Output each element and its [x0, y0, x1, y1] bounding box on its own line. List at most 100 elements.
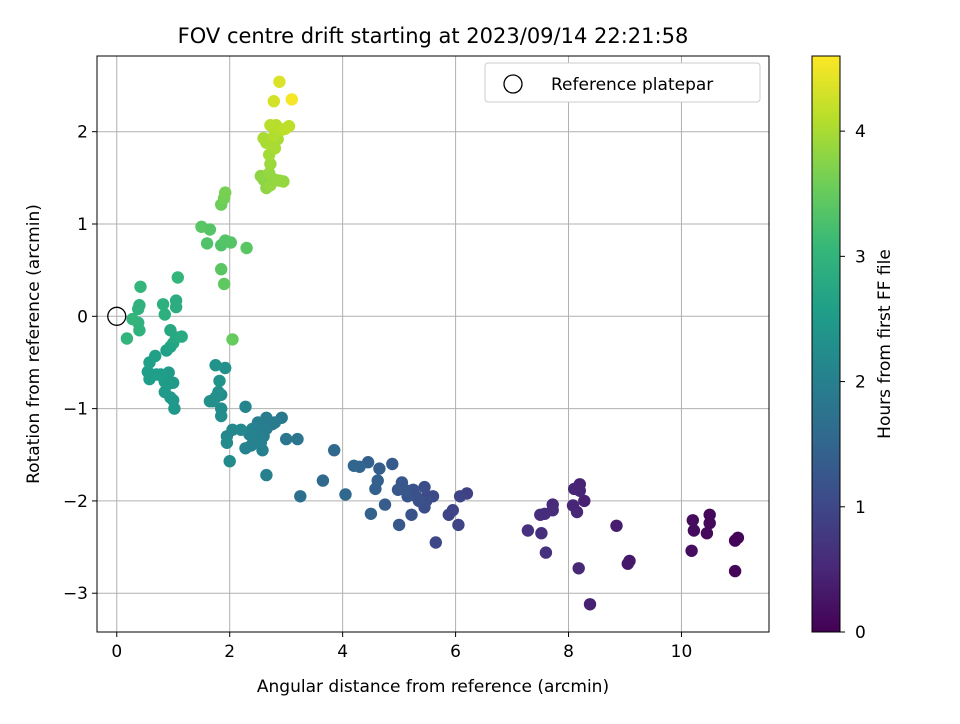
y-axis-label: Rotation from reference (arcmin)	[24, 204, 44, 484]
data-point-4	[703, 516, 716, 530]
data-point-7	[687, 524, 701, 537]
colorbar-tick-label-3: 3	[855, 247, 866, 267]
x-tick-label-4: 8	[563, 642, 574, 662]
data-point-18	[570, 505, 584, 519]
data-point-53	[364, 507, 378, 520]
data-point-90	[203, 395, 217, 408]
data-point-148	[264, 157, 277, 171]
data-point-76	[239, 442, 252, 455]
reference-point-marker	[107, 306, 127, 326]
data-point-93	[209, 359, 222, 372]
data-point-78	[239, 400, 252, 413]
data-point-45	[391, 483, 405, 496]
data-point-10	[621, 557, 634, 570]
data-point-85	[215, 409, 228, 423]
legend: Reference platepar	[484, 62, 761, 103]
data-point-5	[700, 527, 714, 540]
data-point-51	[369, 482, 382, 496]
data-point-46	[392, 518, 406, 532]
data-point-1	[731, 531, 745, 544]
data-point-79	[234, 423, 248, 436]
colorbar-tick-label-1: 1	[855, 498, 866, 518]
colorbar-tick-label-4: 4	[855, 122, 866, 142]
data-point-60	[291, 432, 304, 446]
x-tick-label-2: 4	[337, 642, 348, 662]
x-axis-label: Angular distance from reference (arcmin)	[257, 677, 609, 697]
data-point-118	[156, 298, 170, 311]
data-point-61	[280, 432, 293, 446]
data-point-122	[133, 299, 146, 312]
x-tick-label-1: 2	[224, 642, 235, 662]
data-point-49	[373, 462, 386, 475]
data-point-24	[535, 527, 548, 540]
data-point-47	[386, 457, 399, 471]
data-point-161	[267, 95, 280, 108]
x-tick-label-0: 0	[111, 642, 122, 662]
data-point-8	[685, 544, 698, 557]
colorbar-label: Hours from first FF file	[875, 249, 895, 439]
data-point-59	[294, 490, 307, 503]
data-point-23	[534, 508, 547, 521]
data-point-26	[539, 546, 553, 559]
scatter-points	[107, 75, 745, 611]
colorbar-tick-label-0: 0	[855, 623, 866, 643]
x-tick-label-3: 6	[450, 642, 461, 662]
colorbar-tick-label-2: 2	[855, 373, 866, 393]
data-point-133	[240, 241, 253, 255]
data-point-48	[378, 498, 392, 511]
data-point-123	[126, 312, 139, 326]
data-point-116	[169, 300, 183, 314]
data-point-11	[610, 519, 623, 532]
legend-label-reference: Reference platepar	[551, 75, 713, 95]
y-tick-label-4: 1	[77, 215, 88, 235]
data-point-41	[405, 508, 418, 521]
data-point-153	[257, 132, 270, 145]
data-point-134	[215, 263, 228, 276]
chart-title: FOV centre drift starting at 2023/09/14 …	[178, 24, 689, 48]
data-point-56	[339, 488, 352, 501]
y-tick-label-2: −1	[63, 400, 88, 420]
data-point-82	[220, 436, 234, 449]
data-point-58	[316, 474, 330, 487]
colorbar-gradient	[811, 55, 841, 633]
y-tick-label-3: 0	[77, 307, 88, 327]
data-point-125	[134, 280, 147, 293]
data-point-160	[278, 122, 292, 136]
data-point-139	[219, 186, 232, 199]
data-point-108	[149, 349, 162, 363]
data-point-129	[195, 220, 208, 233]
y-tick-label-1: −2	[63, 492, 88, 512]
data-point-2	[728, 564, 742, 578]
data-point-12	[583, 598, 597, 611]
legend-box	[484, 62, 761, 103]
data-point-83	[223, 455, 236, 468]
data-point-72	[256, 444, 269, 457]
data-point-126	[171, 271, 184, 284]
data-point-106	[141, 365, 154, 378]
data-point-132	[224, 236, 237, 249]
data-point-163	[285, 93, 298, 106]
colorbar: 0 1 2 3 4	[811, 55, 866, 643]
data-point-136	[226, 333, 239, 346]
data-point-6	[686, 514, 699, 527]
data-point-19	[572, 562, 585, 575]
data-point-14	[578, 494, 591, 508]
y-tick-label-0: −3	[63, 584, 88, 604]
data-point-147	[277, 175, 290, 188]
plot-axes: 0 2 4 6 8 10 −3 −2 −1 0 1 2	[63, 55, 770, 662]
data-point-16	[573, 484, 586, 497]
data-point-124	[120, 332, 134, 345]
data-point-30	[442, 508, 455, 521]
data-point-91	[219, 361, 232, 375]
legend-marker-reference	[503, 74, 523, 94]
data-point-127	[200, 237, 214, 250]
data-point-28	[453, 490, 467, 503]
plot-frame	[96, 55, 770, 633]
data-point-92	[213, 374, 226, 388]
data-point-40	[409, 490, 423, 503]
data-point-25	[521, 524, 535, 537]
data-point-35	[418, 480, 431, 494]
data-point-55	[347, 459, 361, 472]
data-point-135	[217, 277, 231, 291]
